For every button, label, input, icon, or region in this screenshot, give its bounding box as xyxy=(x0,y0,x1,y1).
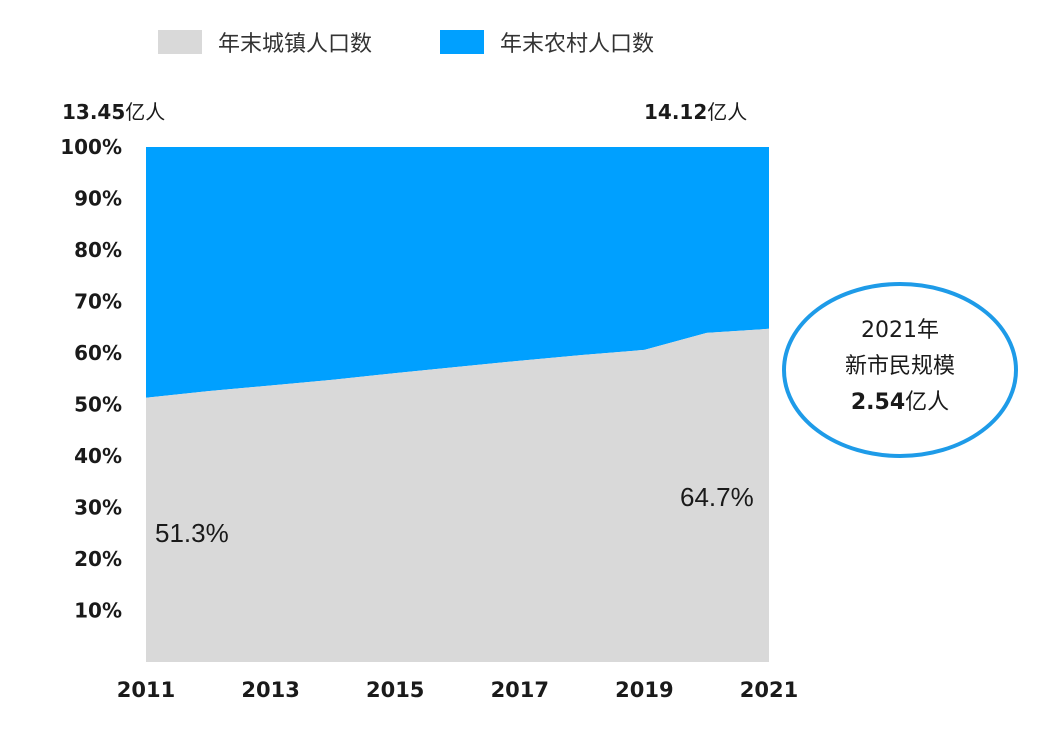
y-tick-label: 100% xyxy=(60,135,122,159)
area-rural xyxy=(146,147,769,398)
legend-swatch-urban xyxy=(158,30,202,54)
callout-year-unit: 年 xyxy=(916,318,939,343)
x-tick-label: 2021 xyxy=(740,678,798,702)
x-tick-label: 2013 xyxy=(241,678,299,702)
y-tick-label: 30% xyxy=(74,496,122,520)
total-start-label: 13.45亿人 xyxy=(62,96,165,125)
callout-line1: 2021年 xyxy=(784,312,1016,344)
legend: 年末城镇人口数 年末农村人口数 xyxy=(158,26,722,58)
legend-swatch-rural xyxy=(440,30,485,54)
area-urban xyxy=(146,328,769,662)
callout-line2: 新市民规模 xyxy=(844,354,955,379)
total-end-unit: 亿人 xyxy=(707,100,748,124)
x-tick-label: 2011 xyxy=(117,678,175,702)
y-tick-label: 10% xyxy=(74,599,122,623)
annotation-start-pct: 51.3% xyxy=(155,518,229,548)
total-start-value: 13.45 xyxy=(62,100,126,124)
total-start-unit: 亿人 xyxy=(125,100,166,124)
legend-label-rural: 年末农村人口数 xyxy=(500,32,655,57)
y-tick-label: 40% xyxy=(74,444,122,468)
x-tick-label: 2017 xyxy=(491,678,549,702)
y-tick-label: 20% xyxy=(74,547,122,571)
legend-item-rural: 年末农村人口数 xyxy=(440,26,654,58)
legend-item-urban: 年末城镇人口数 xyxy=(158,26,372,58)
callout-value: 2.54 xyxy=(850,390,906,415)
x-tick-label: 2019 xyxy=(615,678,673,702)
callout-ellipse xyxy=(782,282,1018,458)
callout-year: 2021 xyxy=(860,318,917,343)
y-tick-label: 60% xyxy=(74,341,122,365)
y-tick-label: 70% xyxy=(74,290,122,314)
callout-value-unit: 亿人 xyxy=(905,390,950,415)
y-tick-label: 50% xyxy=(74,393,122,417)
total-end-value: 14.12 xyxy=(644,100,708,124)
legend-label-urban: 年末城镇人口数 xyxy=(218,32,373,57)
total-end-label: 14.12亿人 xyxy=(644,96,747,125)
callout-line3: 2.54亿人 xyxy=(784,384,1016,416)
x-tick-label: 2015 xyxy=(366,678,424,702)
y-tick-label: 80% xyxy=(74,238,122,262)
y-tick-label: 90% xyxy=(74,187,122,211)
annotation-end-pct: 64.7% xyxy=(680,482,754,512)
callout: 2021年 新市民规模 2.54亿人 xyxy=(784,312,1016,416)
